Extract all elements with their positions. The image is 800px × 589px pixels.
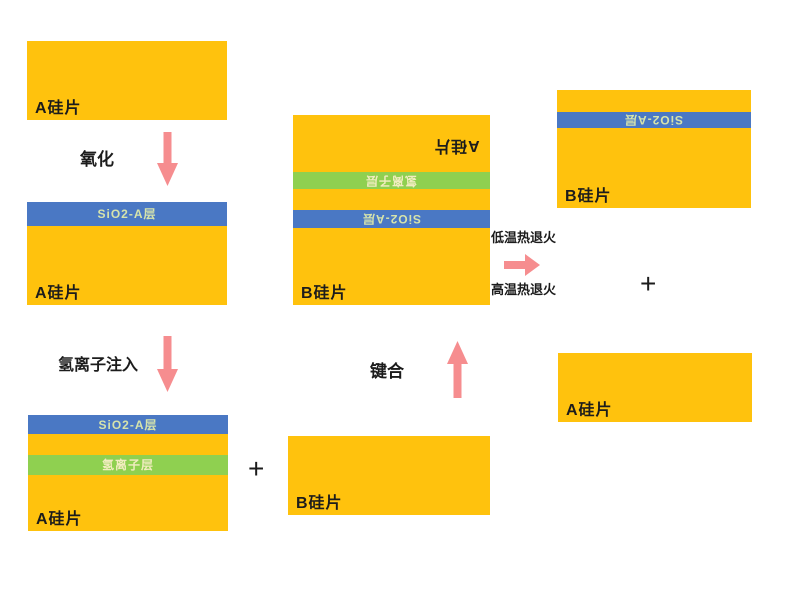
wafer-a-top-slice bbox=[293, 189, 490, 210]
transferred-silicon-film bbox=[557, 90, 751, 112]
hydrogen-layer-label: 氢离子层 bbox=[365, 173, 418, 188]
oxide-layer-label: SiO2-A层 bbox=[361, 212, 421, 226]
oxide-layer-label: SiO2-A层 bbox=[624, 113, 684, 127]
soi-result-block: SiO2-A层 B硅片 bbox=[557, 90, 751, 208]
hydrogen-layer: 氢离子层 bbox=[293, 172, 490, 189]
plus-operator: + bbox=[640, 268, 657, 299]
oxide-layer: SiO2-A层 bbox=[27, 202, 227, 226]
arrow-right-icon bbox=[504, 252, 540, 278]
wafer-a-oxidized-block: SiO2-A层 A硅片 bbox=[27, 202, 227, 305]
wafer-b-body: B硅片 bbox=[293, 228, 490, 305]
bonded-stack-block: A硅片 氢离子层 SiO2-A层 B硅片 bbox=[293, 115, 490, 305]
wafer-a-implanted-block: SiO2-A层 氢离子层 A硅片 bbox=[28, 415, 228, 531]
wafer-a-top-slice bbox=[28, 434, 228, 455]
oxide-layer-label: SiO2-A层 bbox=[98, 417, 158, 432]
wafer-b-body: B硅片 bbox=[288, 436, 490, 515]
wafer-a-label: A硅片 bbox=[36, 511, 83, 528]
arrow-up-icon bbox=[445, 341, 470, 398]
flipped-wafer-a-label: A硅片 bbox=[433, 137, 480, 154]
oxide-layer-label: SiO2-A层 bbox=[97, 207, 157, 221]
arrow-down-icon bbox=[155, 132, 180, 186]
wafer-a-body: A硅片 bbox=[558, 353, 752, 422]
wafer-a-body: A硅片 bbox=[27, 41, 227, 120]
implantation-step-label: 氢离子注入 bbox=[58, 357, 139, 374]
wafer-b-body: B硅片 bbox=[557, 128, 751, 208]
wafer-a-initial-block: A硅片 bbox=[27, 41, 227, 120]
anneal-high-label: 高温热退火 bbox=[491, 282, 557, 297]
wafer-a-body: A硅片 bbox=[28, 475, 228, 531]
hydrogen-layer-label: 氢离子层 bbox=[101, 458, 154, 472]
hydrogen-layer: 氢离子层 bbox=[28, 455, 228, 475]
oxidation-step-label: 氧化 bbox=[80, 150, 114, 169]
wafer-b-label: B硅片 bbox=[296, 495, 343, 512]
wafer-a-label: A硅片 bbox=[35, 285, 82, 302]
wafer-b-label: B硅片 bbox=[565, 188, 612, 205]
oxide-layer: SiO2-A层 bbox=[293, 210, 490, 228]
wafer-a-split-block: A硅片 bbox=[558, 353, 752, 422]
arrow-down-icon bbox=[155, 336, 180, 392]
wafer-b-block: B硅片 bbox=[288, 436, 490, 515]
oxide-layer: SiO2-A层 bbox=[28, 415, 228, 434]
wafer-a-body: A硅片 bbox=[27, 226, 227, 305]
anneal-low-label: 低温热退火 bbox=[491, 230, 557, 245]
wafer-b-label: B硅片 bbox=[301, 285, 348, 302]
flipped-wafer-a-body: A硅片 bbox=[293, 115, 490, 172]
oxide-layer: SiO2-A层 bbox=[557, 112, 751, 128]
wafer-a-label: A硅片 bbox=[35, 100, 82, 117]
bonding-step-label: 键合 bbox=[370, 362, 404, 381]
wafer-a-label: A硅片 bbox=[566, 402, 613, 419]
plus-operator: + bbox=[248, 453, 265, 484]
